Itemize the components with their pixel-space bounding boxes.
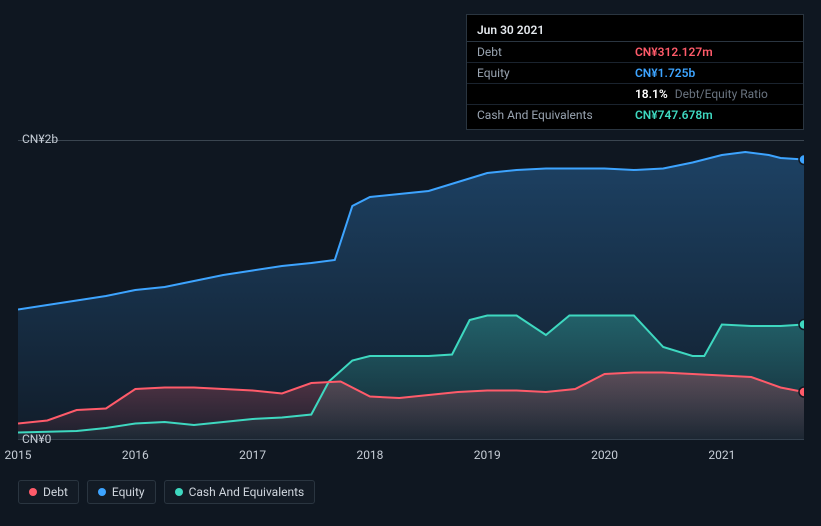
tooltip-row-label [467,84,625,105]
tooltip-row: Cash And EquivalentsCN¥747.678m [467,105,803,126]
legend-label: Debt [43,485,68,499]
legend-dot-icon [98,488,106,496]
tooltip-row: EquityCN¥1.725b [467,63,803,84]
tooltip-row-label: Equity [467,63,625,84]
tooltip-row-label: Cash And Equivalents [467,105,625,126]
x-tick: 2021 [708,448,735,462]
x-tick: 2018 [356,448,383,462]
plot-area[interactable] [18,140,804,440]
legend-label: Equity [112,485,145,499]
x-tick: 2017 [239,448,266,462]
legend-label: Cash And Equivalents [189,485,305,499]
debt-end-marker [799,387,804,397]
x-tick: 2015 [5,448,32,462]
tooltip-row-value: 18.1% Debt/Equity Ratio [625,84,803,105]
equity-end-marker [799,155,804,165]
tooltip-row: 18.1% Debt/Equity Ratio [467,84,803,105]
legend-dot-icon [175,488,183,496]
legend-item-cash[interactable]: Cash And Equivalents [164,480,316,504]
chart-tooltip: Jun 30 2021 DebtCN¥312.127mEquityCN¥1.72… [466,14,804,130]
x-tick: 2019 [474,448,501,462]
tooltip-suffix: Debt/Equity Ratio [668,87,768,101]
legend-item-equity[interactable]: Equity [87,480,156,504]
y-tick: CN¥2b [22,132,58,146]
legend-dot-icon [29,488,37,496]
tooltip-title: Jun 30 2021 [467,19,803,42]
tooltip-row: DebtCN¥312.127m [467,42,803,63]
tooltip-row-label: Debt [467,42,625,63]
tooltip-row-value: CN¥747.678m [625,105,803,126]
chart-legend: Debt Equity Cash And Equivalents [18,480,315,504]
tooltip-row-value: CN¥1.725b [625,63,803,84]
x-tick: 2016 [122,448,149,462]
plot-svg [18,140,804,440]
tooltip-table: DebtCN¥312.127mEquityCN¥1.725b18.1% Debt… [467,42,803,125]
financial-chart: CN¥0 CN¥2b 2015 2016 2017 2018 2019 2020 2021 J… [0,0,821,526]
tooltip-row-value: CN¥312.127m [625,42,803,63]
cash-end-marker [799,320,804,330]
x-tick: 2020 [591,448,618,462]
legend-item-debt[interactable]: Debt [18,480,79,504]
y-tick: CN¥0 [22,432,51,446]
